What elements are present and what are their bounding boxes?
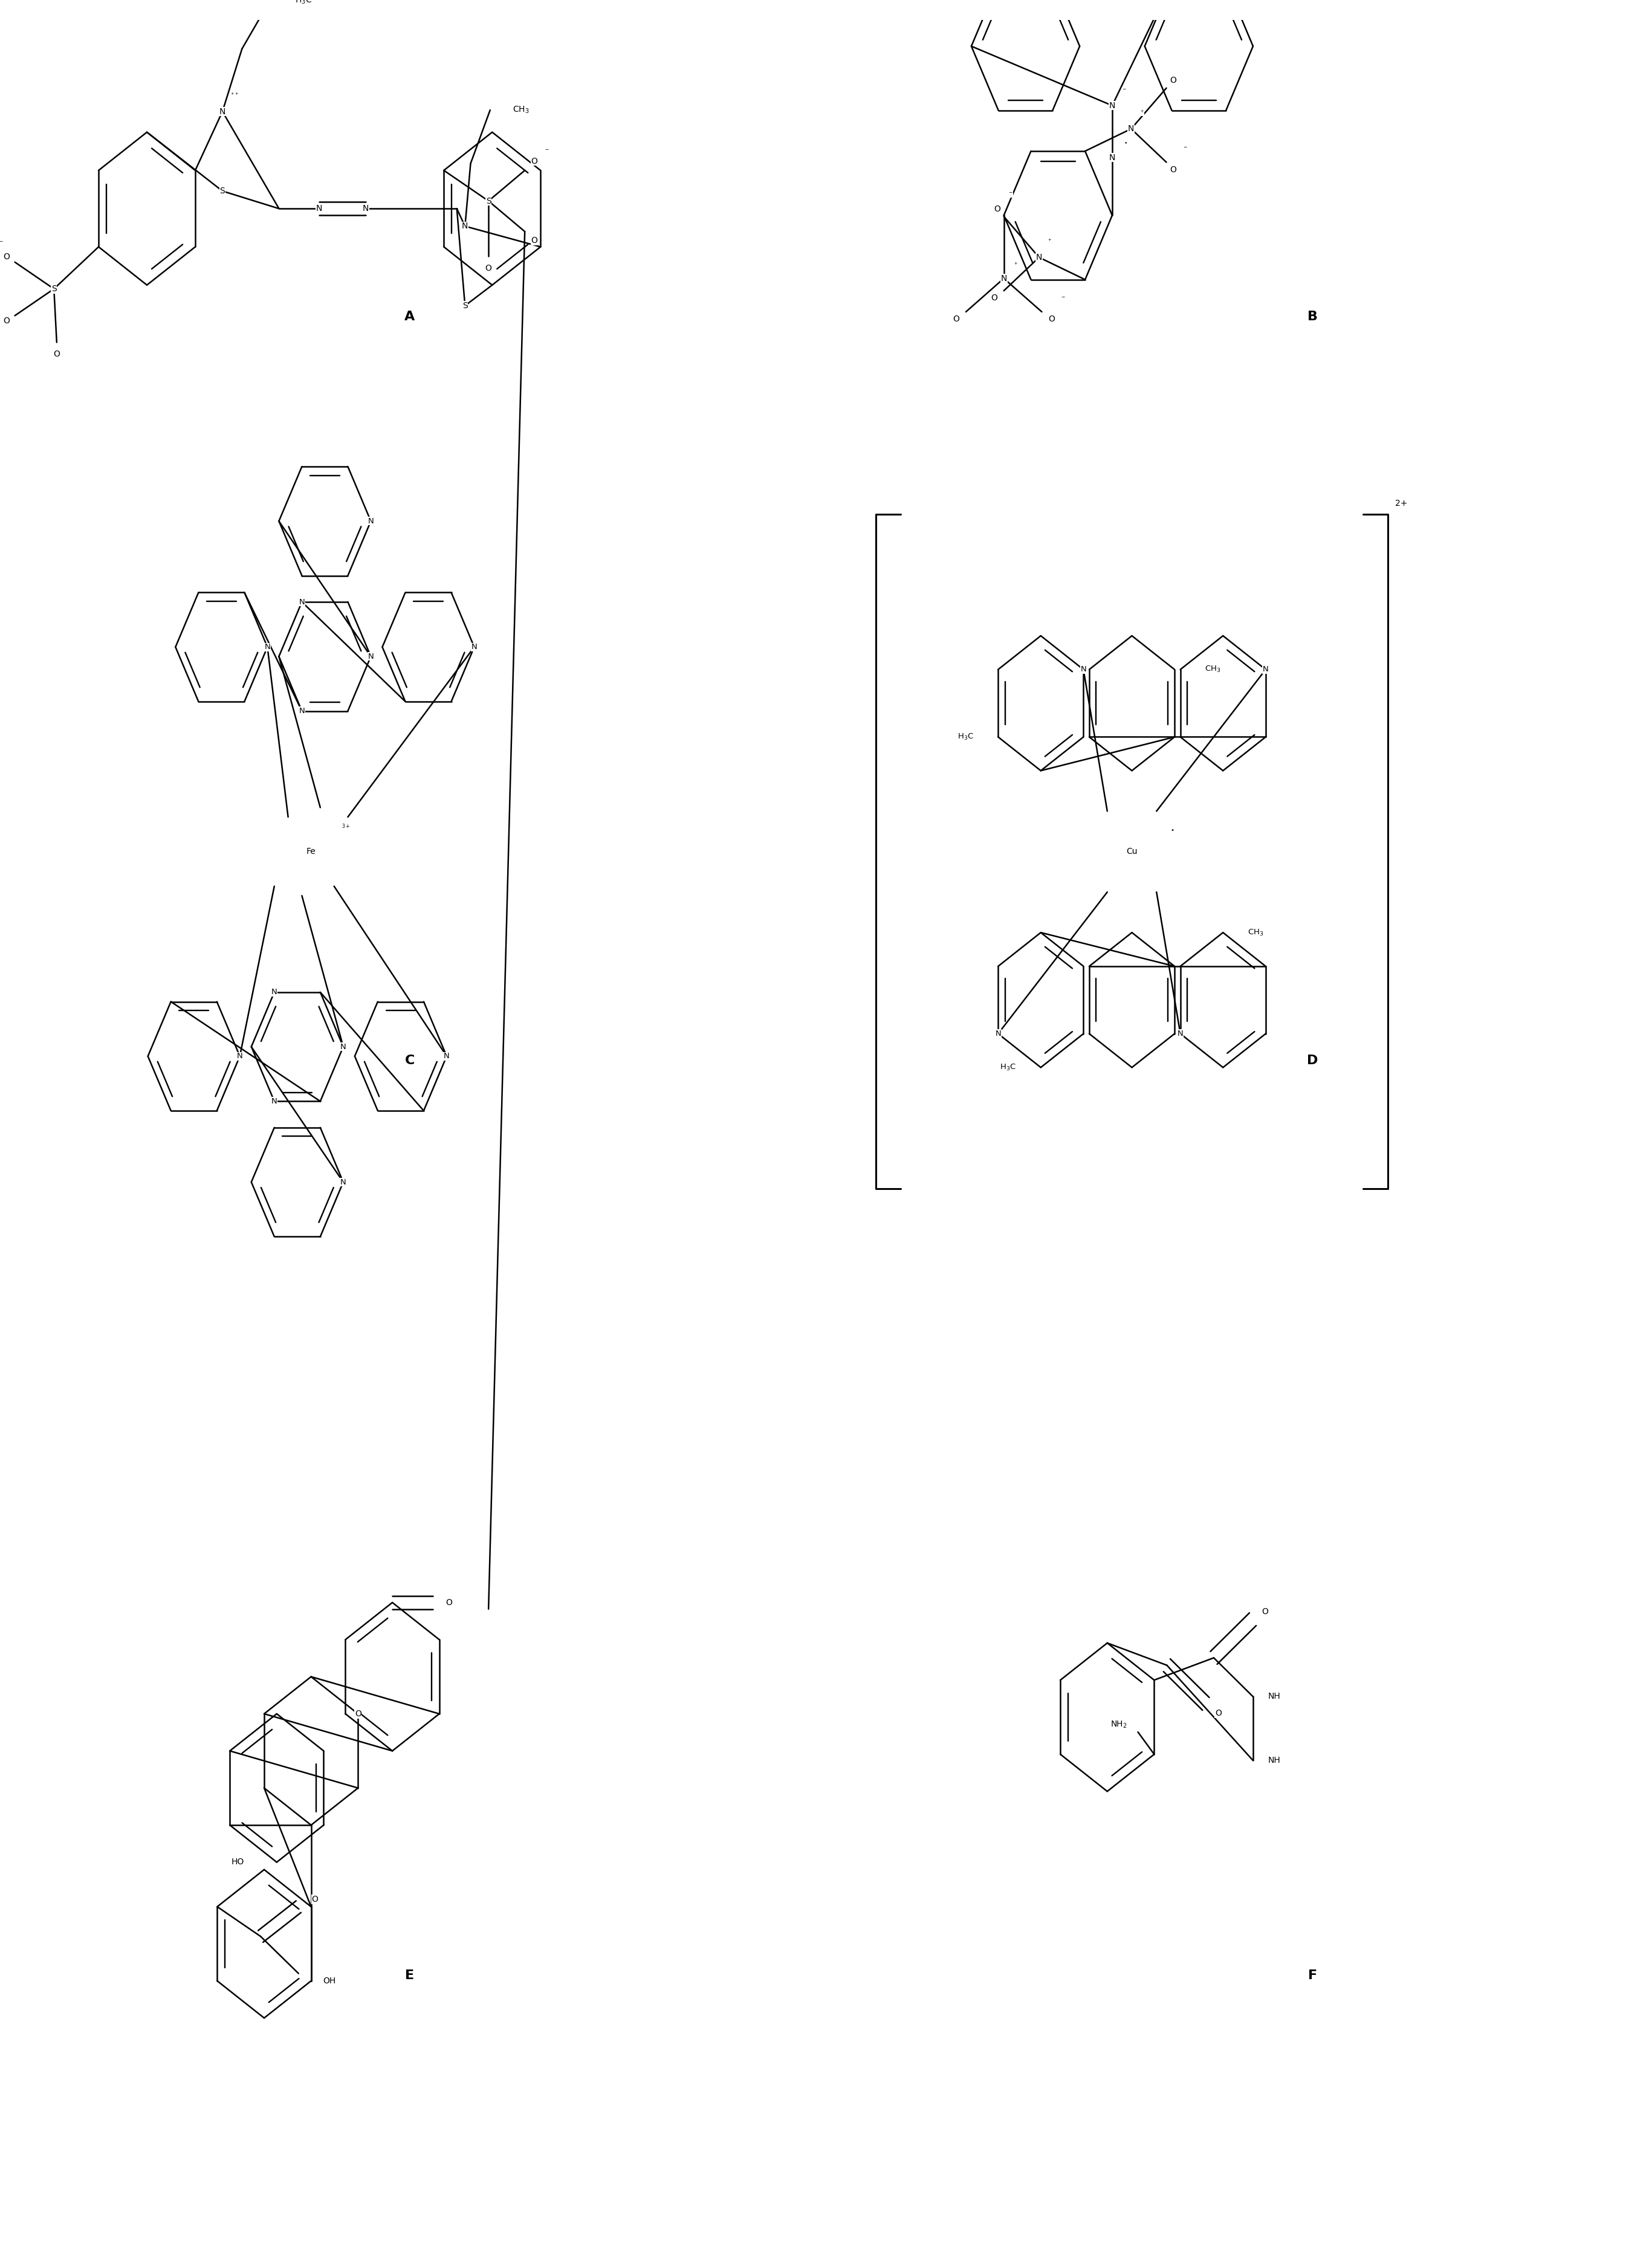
Text: $^{++}$: $^{++}$ xyxy=(231,91,239,98)
Text: S: S xyxy=(51,286,56,293)
Text: N: N xyxy=(1128,125,1135,134)
Text: N: N xyxy=(368,653,374,660)
Text: N: N xyxy=(298,708,305,714)
Text: $^{+}$: $^{+}$ xyxy=(1014,263,1017,268)
Text: O: O xyxy=(531,156,538,166)
Text: N: N xyxy=(272,989,277,996)
Text: $^{-}$: $^{-}$ xyxy=(1008,191,1012,197)
Text: $^{3+}$: $^{3+}$ xyxy=(341,823,350,830)
Text: B: B xyxy=(1308,311,1318,322)
Text: O: O xyxy=(3,252,10,261)
Text: O: O xyxy=(531,236,538,245)
Text: N: N xyxy=(462,222,468,231)
Text: N: N xyxy=(219,107,226,116)
Text: 2+: 2+ xyxy=(1395,499,1408,508)
Text: O: O xyxy=(3,318,10,324)
Text: HO: HO xyxy=(231,1857,244,1867)
Text: NH$_2$: NH$_2$ xyxy=(1110,1719,1128,1730)
Text: N: N xyxy=(340,1043,346,1050)
Text: N: N xyxy=(996,1030,1001,1039)
Text: CH$_3$: CH$_3$ xyxy=(1248,928,1263,937)
Text: $^{-}$: $^{-}$ xyxy=(1121,88,1126,93)
Text: N: N xyxy=(1177,1030,1184,1039)
Text: O: O xyxy=(991,295,998,302)
Text: N: N xyxy=(363,204,369,213)
Text: N: N xyxy=(340,1177,346,1186)
Text: O: O xyxy=(994,204,1001,213)
Text: N: N xyxy=(1110,102,1115,109)
Text: O: O xyxy=(1261,1608,1268,1617)
Text: CH$_3$: CH$_3$ xyxy=(1205,665,1220,674)
Text: N: N xyxy=(1110,154,1115,161)
Text: N: N xyxy=(368,517,374,526)
Text: O: O xyxy=(445,1599,452,1606)
Text: N: N xyxy=(1036,254,1042,261)
Text: A: A xyxy=(404,311,416,322)
Text: S: S xyxy=(486,197,491,204)
Text: N: N xyxy=(1263,665,1268,674)
Text: NH: NH xyxy=(1268,1755,1281,1765)
Text: O: O xyxy=(312,1896,318,1903)
Text: $^{\bullet}$: $^{\bullet}$ xyxy=(1171,828,1174,837)
Text: D: D xyxy=(1308,1055,1318,1066)
Text: N: N xyxy=(264,644,270,651)
Text: $^{\bullet}$: $^{\bullet}$ xyxy=(1125,141,1128,147)
Text: Fe: Fe xyxy=(307,848,317,855)
Text: $^{-}$: $^{-}$ xyxy=(544,147,549,154)
Text: CH$_3$: CH$_3$ xyxy=(513,104,529,116)
Text: F: F xyxy=(1308,1969,1318,1982)
Text: N: N xyxy=(272,1098,277,1105)
Text: N: N xyxy=(317,204,322,213)
Text: N: N xyxy=(298,599,305,606)
Text: Cu: Cu xyxy=(1126,848,1138,855)
Text: $^{-}$: $^{-}$ xyxy=(0,240,3,245)
Text: S: S xyxy=(462,302,468,311)
Text: C: C xyxy=(404,1055,414,1066)
Text: O: O xyxy=(355,1710,361,1719)
Text: N: N xyxy=(237,1052,242,1059)
Text: N: N xyxy=(1080,665,1087,674)
Text: H$_3$C: H$_3$C xyxy=(956,733,973,742)
Text: O: O xyxy=(1049,315,1055,324)
Text: NH: NH xyxy=(1268,1692,1281,1701)
Text: H$_3$C: H$_3$C xyxy=(999,1064,1016,1073)
Text: H$_3$C: H$_3$C xyxy=(295,0,312,5)
Text: O: O xyxy=(53,349,59,358)
Text: $^{+}$: $^{+}$ xyxy=(1139,109,1144,116)
Text: $^{-}$: $^{-}$ xyxy=(1060,295,1065,302)
Text: $^{+}$: $^{+}$ xyxy=(1047,238,1052,245)
Text: N: N xyxy=(1001,274,1008,284)
Text: OH: OH xyxy=(323,1978,336,1984)
Text: S: S xyxy=(219,186,224,195)
Text: E: E xyxy=(406,1969,414,1982)
Text: N: N xyxy=(472,644,477,651)
Text: O: O xyxy=(1169,166,1176,175)
Text: O: O xyxy=(485,263,491,272)
Text: O: O xyxy=(1169,77,1176,84)
Text: O: O xyxy=(1215,1710,1222,1717)
Text: O: O xyxy=(953,315,960,324)
Text: $^{-}$: $^{-}$ xyxy=(1182,145,1187,152)
Text: N: N xyxy=(444,1052,450,1059)
